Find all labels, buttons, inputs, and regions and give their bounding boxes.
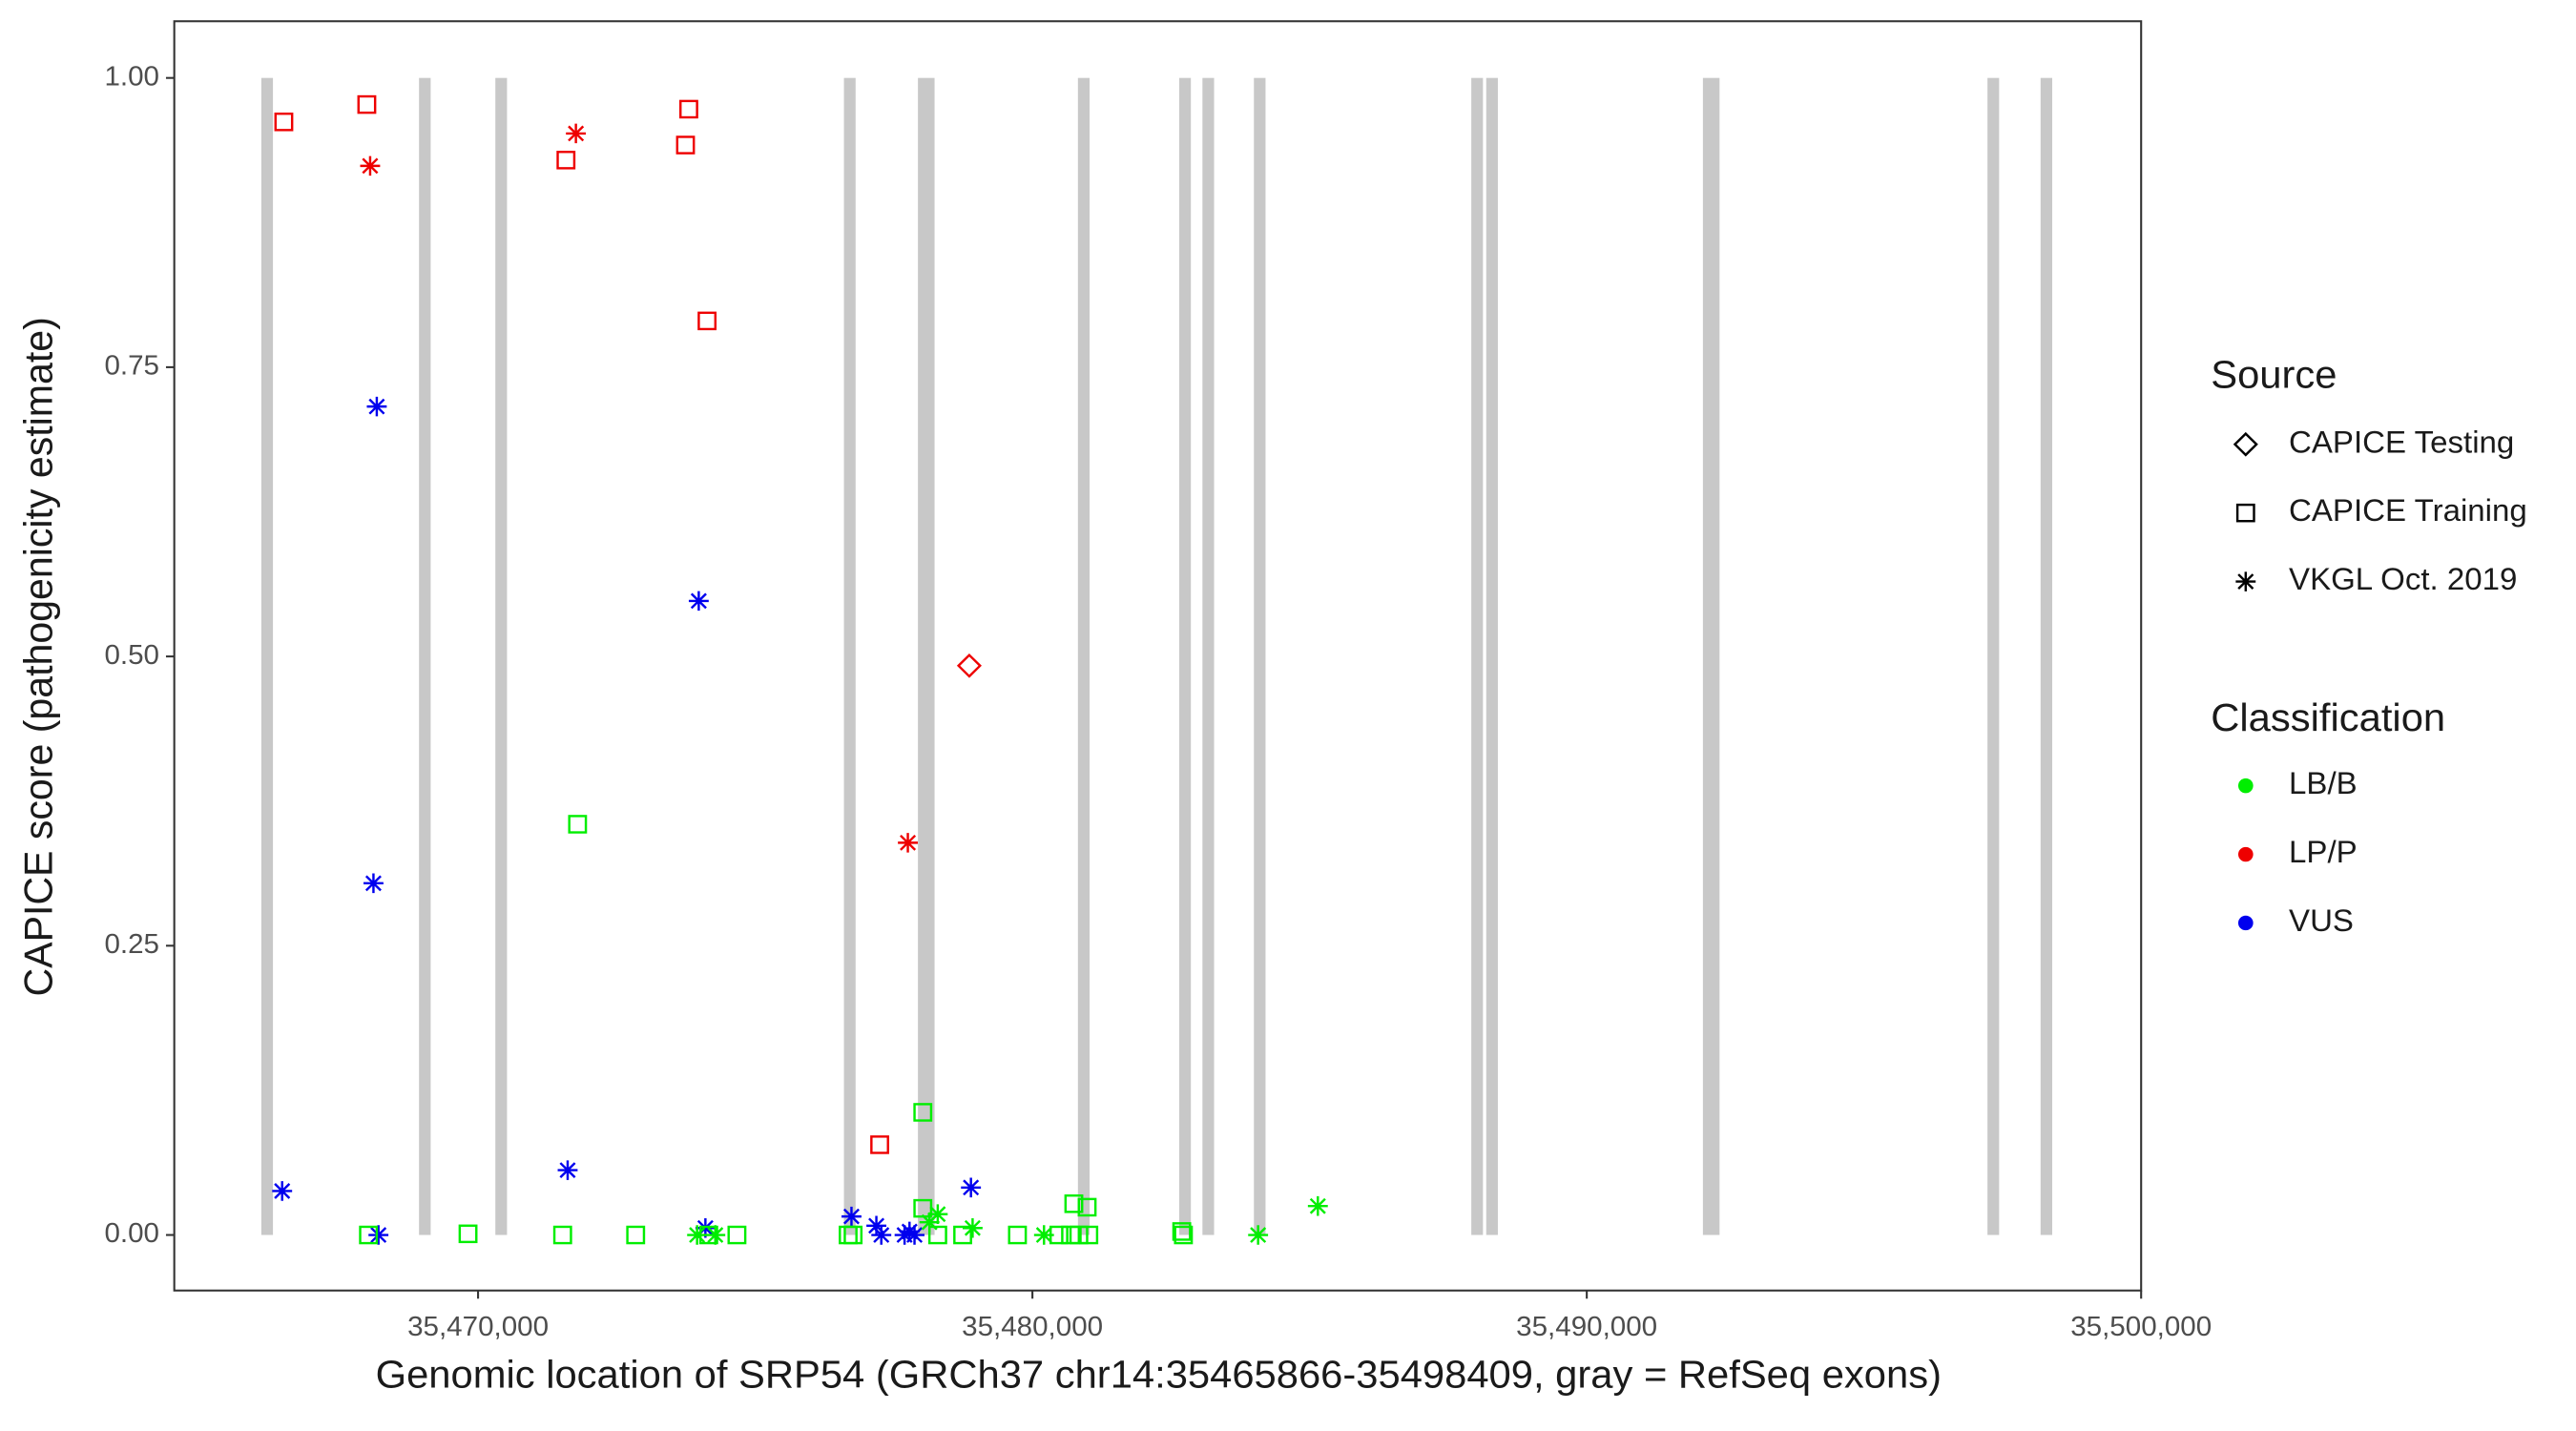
legend-title: Source [2211, 353, 2337, 397]
plot-area [260, 77, 2053, 1245]
point-square [1069, 1225, 1089, 1245]
x-axis-title: Genomic location of SRP54 (GRCh37 chr14:… [376, 1353, 1942, 1397]
point-star [1307, 1195, 1328, 1216]
point-square [727, 1225, 747, 1245]
point-star [919, 1212, 940, 1233]
point-square [1008, 1225, 1028, 1245]
legend-label: VKGL Oct. 2019 [2289, 561, 2517, 596]
exon [1202, 77, 1215, 1235]
point-square [556, 151, 576, 170]
point-star [687, 1225, 708, 1245]
point-star [705, 1225, 726, 1245]
point-star [366, 396, 387, 417]
legend-swatch [2237, 915, 2254, 931]
point-square [1064, 1194, 1084, 1213]
x-tick-label: 35,490,000 [1516, 1311, 1657, 1342]
point-square [953, 1225, 972, 1245]
exon [495, 77, 508, 1235]
y-tick-label: 0.25 [104, 928, 159, 960]
point-star [368, 1225, 389, 1245]
y-tick-label: 0.75 [104, 350, 159, 382]
y-tick-label: 1.00 [104, 61, 159, 93]
point-star [363, 873, 384, 894]
legend-title: Classification [2211, 695, 2445, 739]
legend-swatch [2237, 778, 2254, 794]
point-star [557, 1160, 578, 1180]
point-star [1033, 1225, 1054, 1245]
exon [419, 77, 431, 1235]
point-square [552, 1225, 572, 1245]
exon [260, 77, 274, 1235]
legend-label: LB/B [2289, 765, 2358, 800]
exon [918, 77, 935, 1235]
point-square [1174, 1225, 1194, 1245]
point-square [359, 1225, 379, 1245]
exon [1178, 77, 1192, 1235]
point-square [357, 94, 377, 114]
x-tick-label: 35,470,000 [407, 1311, 549, 1342]
point-star [841, 1206, 862, 1227]
point-square [870, 1135, 889, 1154]
point-star [2235, 571, 2256, 591]
legend-label: LP/P [2289, 834, 2358, 869]
point-star [961, 1177, 982, 1198]
exon [1254, 77, 1266, 1235]
point-diamond [2233, 431, 2258, 457]
point-square [458, 1224, 478, 1244]
exon [1077, 77, 1091, 1235]
point-diamond [956, 653, 982, 678]
point-star [871, 1225, 892, 1245]
exon [1702, 77, 1720, 1235]
legend-label: CAPICE Training [2289, 492, 2527, 528]
point-square [675, 135, 696, 155]
exon [1987, 77, 2000, 1235]
legend-swatch [2237, 846, 2254, 862]
point-square [679, 99, 698, 119]
point-star [360, 156, 381, 176]
legend-label: CAPICE Testing [2289, 425, 2514, 460]
exon [843, 77, 856, 1235]
y-axis-title: CAPICE score (pathogenicity estimate) [16, 317, 60, 996]
point-square [1172, 1222, 1192, 1241]
point-star [695, 1217, 716, 1238]
legend-label: VUS [2289, 902, 2354, 938]
point-square [697, 311, 717, 331]
point-star [962, 1217, 983, 1238]
point-square [843, 1225, 863, 1245]
point-square [626, 1225, 646, 1245]
exon [2040, 77, 2053, 1235]
point-square [1079, 1225, 1099, 1245]
point-square [568, 815, 588, 834]
point-square [927, 1225, 947, 1245]
x-tick-label: 35,480,000 [962, 1311, 1103, 1342]
point-star [1248, 1225, 1269, 1245]
point-square [274, 113, 294, 132]
point-star [566, 123, 587, 144]
y-tick-label: 0.00 [104, 1217, 159, 1249]
point-square [2235, 503, 2255, 523]
point-square [913, 1103, 933, 1122]
point-square [1077, 1197, 1097, 1217]
point-star [688, 591, 709, 612]
point-star [904, 1225, 924, 1245]
point-star [898, 833, 918, 853]
point-star [927, 1204, 948, 1224]
point-star [866, 1215, 886, 1236]
exon [1471, 77, 1484, 1235]
y-tick-label: 0.50 [104, 639, 159, 671]
exon [1485, 77, 1498, 1235]
x-tick-label: 35,500,000 [2070, 1311, 2212, 1342]
point-star [272, 1181, 293, 1201]
